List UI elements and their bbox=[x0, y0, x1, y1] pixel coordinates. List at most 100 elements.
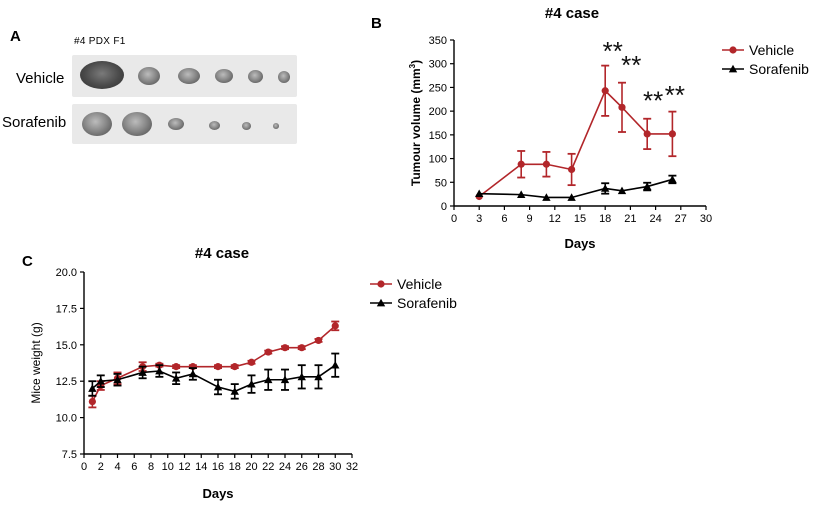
legend-label: Sorafenib bbox=[397, 295, 457, 311]
x-tick-label: 6 bbox=[131, 461, 137, 473]
x-tick-label: 9 bbox=[527, 213, 533, 225]
vehicle-data-point bbox=[231, 363, 239, 371]
sorafenib-data-point bbox=[88, 384, 97, 392]
x-tick-label: 8 bbox=[148, 461, 154, 473]
x-tick-label: 24 bbox=[649, 213, 661, 225]
vehicle-tumor-photo bbox=[72, 55, 297, 97]
vehicle-data-point bbox=[618, 103, 626, 111]
tumor-image bbox=[138, 67, 160, 85]
significance-annotation: ** bbox=[643, 86, 663, 116]
x-tick-label: 15 bbox=[574, 213, 586, 225]
chart-title: #4 case bbox=[545, 5, 599, 22]
legend-marker bbox=[376, 298, 386, 307]
sorafenib-data-point bbox=[188, 369, 198, 378]
legend-label: Vehicle bbox=[749, 42, 794, 58]
legend-marker bbox=[729, 46, 737, 54]
vehicle-data-point bbox=[542, 160, 551, 168]
x-tick-label: 16 bbox=[212, 461, 224, 473]
y-tick-label: 15.0 bbox=[56, 340, 77, 352]
y-axis-label-text: Tumour volume (mm bbox=[409, 68, 423, 186]
x-tick-label: 24 bbox=[279, 461, 291, 473]
vehicle-series-line bbox=[478, 89, 673, 198]
sorafenib-data-point bbox=[96, 377, 105, 385]
x-axis-label: Days bbox=[564, 236, 595, 251]
x-tick-label: 4 bbox=[114, 461, 120, 473]
y-tick-label: 20.0 bbox=[56, 267, 77, 279]
vehicle-data-point bbox=[172, 363, 180, 371]
x-tick-label: 22 bbox=[262, 461, 274, 473]
x-tick-label: 30 bbox=[700, 213, 712, 225]
x-tick-label: 0 bbox=[81, 461, 87, 473]
vehicle-data-point bbox=[643, 130, 651, 138]
x-tick-label: 30 bbox=[329, 461, 341, 473]
chart-title: #4 case bbox=[195, 245, 249, 262]
tumor-image bbox=[168, 118, 184, 130]
x-tick-label: 26 bbox=[296, 461, 308, 473]
significance-annotation: ** bbox=[665, 80, 685, 110]
sorafenib-data-point bbox=[643, 182, 652, 190]
panel-label: C bbox=[22, 253, 33, 270]
sorafenib-data-point bbox=[475, 189, 484, 198]
x-tick-label: 32 bbox=[346, 461, 358, 473]
vehicle-data-point bbox=[568, 165, 576, 174]
y-axis-label-end: ) bbox=[409, 60, 423, 64]
tumor-image bbox=[122, 112, 152, 136]
sorafenib-data-point bbox=[542, 193, 551, 201]
legend-label: Vehicle bbox=[397, 276, 442, 292]
x-tick-label: 6 bbox=[501, 213, 507, 225]
x-tick-label: 3 bbox=[476, 213, 482, 225]
vehicle-row-label: Vehicle bbox=[16, 70, 65, 87]
legend-label: Sorafenib bbox=[749, 61, 809, 77]
legend-marker bbox=[728, 64, 738, 73]
x-tick-label: 0 bbox=[451, 213, 457, 225]
significance-annotation: ** bbox=[621, 50, 641, 80]
x-tick-label: 2 bbox=[98, 461, 104, 473]
tumor-image bbox=[248, 70, 263, 83]
x-tick-label: 10 bbox=[162, 461, 174, 473]
sorafenib-data-point bbox=[213, 382, 223, 391]
sorafenib-data-point bbox=[171, 374, 181, 382]
y-tick-label: 17.5 bbox=[56, 303, 77, 315]
sorafenib-series-line bbox=[479, 178, 673, 199]
y-tick-label: 100 bbox=[429, 154, 447, 166]
x-tick-label: 14 bbox=[195, 461, 207, 473]
panel-a-caption: #4 PDX F1 bbox=[74, 36, 126, 47]
tumor-image bbox=[178, 68, 200, 84]
sorafenib-data-point bbox=[314, 372, 323, 381]
vehicle-data-point bbox=[247, 358, 256, 366]
legend-marker bbox=[377, 280, 385, 288]
x-tick-label: 12 bbox=[178, 461, 190, 473]
sorafenib-tumor-photo bbox=[72, 104, 297, 144]
vehicle-data-point bbox=[314, 336, 323, 345]
sorafenib-data-point bbox=[113, 375, 122, 384]
vehicle-data-point bbox=[331, 322, 339, 330]
panel-label: B bbox=[371, 15, 382, 32]
sorafenib-data-point bbox=[617, 186, 627, 195]
vehicle-series-line bbox=[91, 325, 336, 402]
x-tick-label: 28 bbox=[312, 461, 324, 473]
tumor-image bbox=[242, 122, 251, 130]
tumor-image bbox=[80, 61, 124, 89]
sorafenib-data-point bbox=[567, 193, 576, 201]
y-tick-label: 0 bbox=[441, 201, 447, 213]
vehicle-data-point bbox=[668, 130, 677, 138]
sorafenib-data-point bbox=[668, 175, 677, 183]
sorafenib-data-point bbox=[517, 190, 526, 198]
x-tick-label: 21 bbox=[624, 213, 636, 225]
sorafenib-data-point bbox=[280, 375, 290, 384]
x-tick-label: 12 bbox=[549, 213, 561, 225]
y-tick-label: 50 bbox=[435, 177, 447, 189]
vehicle-data-point bbox=[264, 348, 272, 356]
sorafenib-data-point bbox=[138, 368, 147, 376]
x-tick-label: 18 bbox=[599, 213, 611, 225]
y-tick-label: 10.0 bbox=[56, 413, 77, 425]
sorafenib-data-point bbox=[264, 375, 273, 384]
x-tick-label: 18 bbox=[229, 461, 241, 473]
tumor-image bbox=[278, 71, 290, 83]
y-axis-label: Mice weight (g) bbox=[29, 322, 43, 403]
y-tick-label: 200 bbox=[429, 106, 447, 118]
vehicle-data-point bbox=[281, 344, 289, 352]
sorafenib-data-point bbox=[247, 379, 256, 388]
sorafenib-data-point bbox=[601, 184, 610, 192]
